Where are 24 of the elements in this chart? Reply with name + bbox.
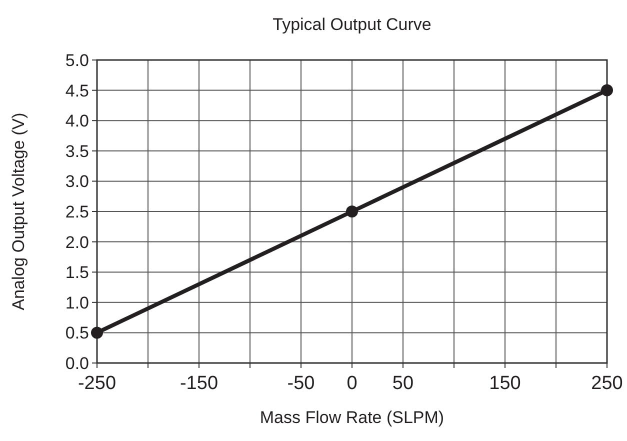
point [91,326,103,339]
y-tick-label: 5.0 [65,51,89,70]
x-tick-label: 150 [489,373,521,394]
x-tick-label: 0 [346,373,358,394]
chart-title: Typical Output Curve [272,15,432,34]
y-tick-label: 4.5 [65,81,89,100]
x-tick-label: -50 [287,373,315,394]
y-tick-label: 0.5 [65,324,89,343]
y-axis-title: Analog Output Voltage (V) [9,112,28,310]
y-tick-label: 3.0 [65,172,89,192]
x-tick-label: 50 [392,373,414,394]
y-tick-label: 2.0 [65,232,89,252]
y-tick-label: 3.5 [65,142,89,161]
point [601,84,613,96]
point [346,206,358,218]
y-tick-label: 1.0 [65,293,89,312]
x-axis-title: Mass Flow Rate (SLPM) [260,408,444,427]
y-tick-label: 4.0 [65,112,89,131]
x-tick-label: -150 [180,373,218,394]
y-tick-label: 0.0 [65,354,89,373]
y-tick-label: 2.5 [65,202,89,222]
x-tick-label: -250 [78,373,116,394]
y-tick-label: 1.5 [65,263,89,282]
x-tick-label: 250 [591,373,623,394]
